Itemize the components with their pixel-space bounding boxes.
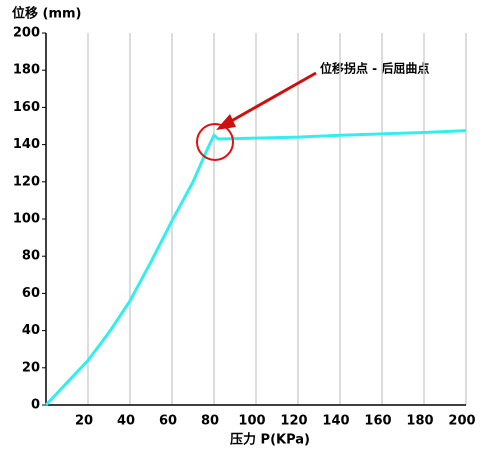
y-tick-label: 180 [13, 63, 40, 78]
y-tick-label: 140 [13, 137, 40, 152]
y-axis-label: 位移 (mm) [12, 6, 82, 22]
annotation: 位移拐点 - 后屈曲点 [320, 61, 429, 76]
y-tick-label: 40 [22, 323, 40, 338]
x-tick-label: 60 [159, 414, 177, 429]
x-tick-label: 100 [238, 414, 265, 429]
y-tick-label: 100 [13, 212, 40, 227]
line-series [44, 129, 467, 407]
x-tick-label: 200 [448, 414, 475, 429]
x-tick-label: 120 [280, 414, 307, 429]
y-tick-label: 0 [31, 398, 40, 413]
x-tick-label: 180 [406, 414, 433, 429]
y-tick-label: 80 [22, 249, 40, 264]
y-tick-label: 160 [13, 100, 40, 115]
x-tick-label: 80 [201, 414, 219, 429]
y-tick-label: 120 [13, 174, 40, 189]
x-axis-label: 压力 P(KPa) [230, 432, 310, 448]
x-tick-label: 160 [364, 414, 391, 429]
x-tick-label: 20 [75, 414, 93, 429]
annotation-arrow [225, 71, 317, 126]
y-tick-label: 200 [13, 26, 40, 41]
annotation-arrowhead [216, 114, 236, 130]
x-tick-label: 140 [322, 414, 349, 429]
y-tick-label: 60 [22, 286, 40, 301]
y-tick-label: 20 [22, 360, 40, 375]
highlight-circle [196, 123, 234, 161]
x-tick-label: 40 [117, 414, 135, 429]
